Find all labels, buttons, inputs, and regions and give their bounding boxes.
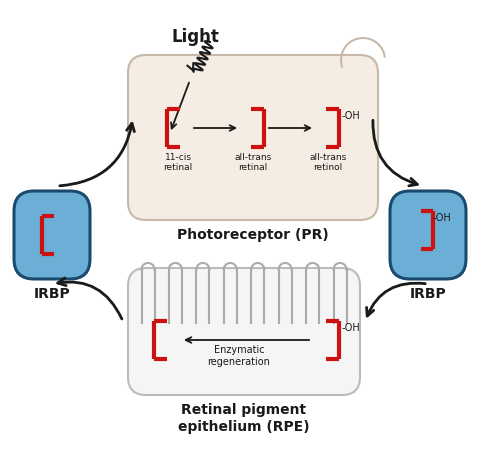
Text: all-trans
retinal: all-trans retinal [234, 153, 272, 172]
FancyBboxPatch shape [390, 191, 466, 279]
Text: IRBP: IRBP [34, 287, 71, 301]
FancyBboxPatch shape [128, 268, 360, 395]
FancyBboxPatch shape [14, 191, 90, 279]
Text: -OH: -OH [342, 111, 361, 121]
Text: all-trans
retinol: all-trans retinol [310, 153, 347, 172]
Text: -OH: -OH [342, 323, 361, 333]
FancyBboxPatch shape [128, 55, 378, 220]
Text: Retinal pigment
epithelium (RPE): Retinal pigment epithelium (RPE) [178, 403, 310, 434]
Text: Light: Light [171, 28, 219, 46]
Text: IRBP: IRBP [409, 287, 446, 301]
Text: 11-cis
retinal: 11-cis retinal [163, 153, 192, 172]
Text: Enzymatic
regeneration: Enzymatic regeneration [207, 345, 270, 367]
Text: -OH: -OH [433, 213, 452, 223]
Text: Photoreceptor (PR): Photoreceptor (PR) [177, 228, 329, 242]
